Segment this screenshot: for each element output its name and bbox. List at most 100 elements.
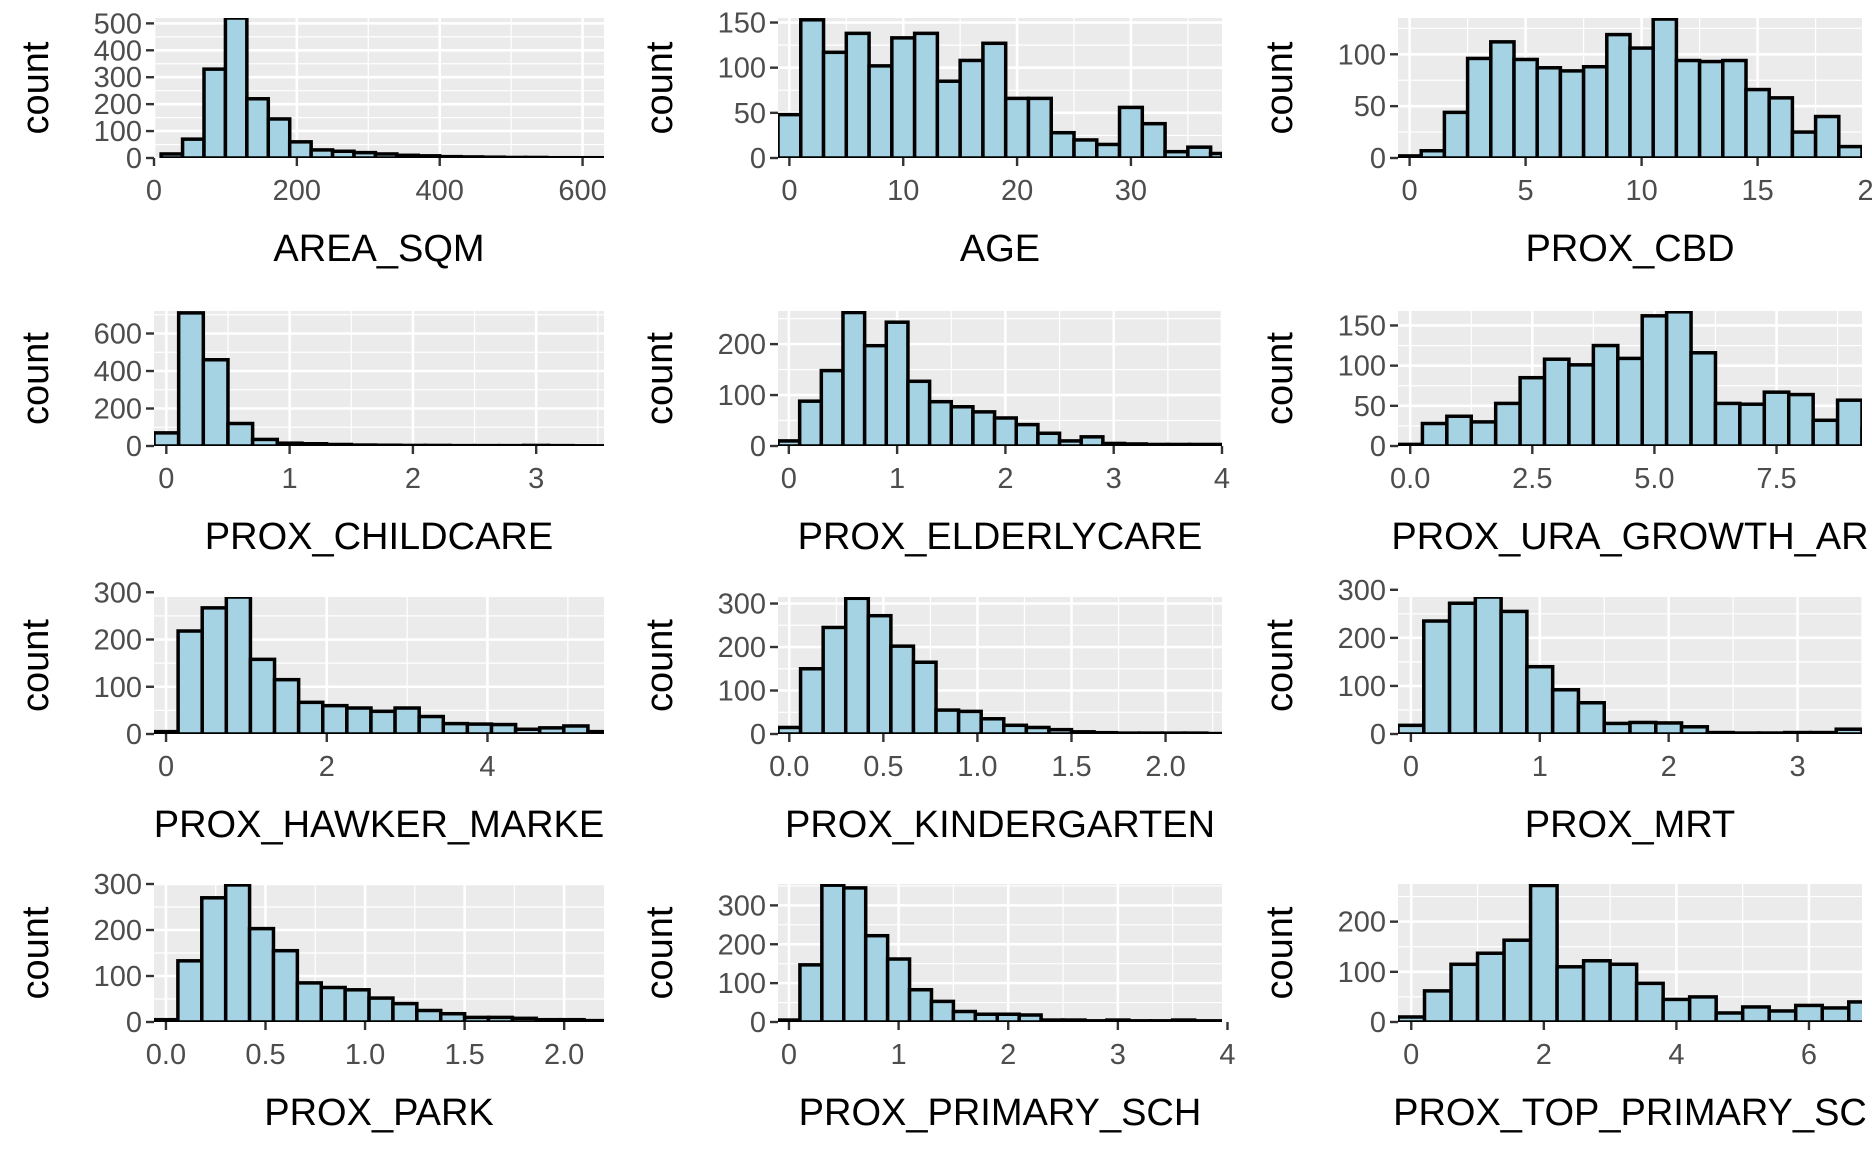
y-tick-label: 50 bbox=[734, 98, 766, 130]
y-tick-label: 100 bbox=[1338, 351, 1386, 383]
histogram-bar bbox=[480, 155, 506, 158]
y-axis-title: count bbox=[1259, 41, 1301, 134]
y-tick-label: 400 bbox=[94, 35, 142, 67]
histogram-bar bbox=[1039, 1018, 1065, 1022]
histogram-bar bbox=[1026, 96, 1053, 158]
histogram-bar bbox=[956, 709, 983, 734]
y-tick-label: 50 bbox=[1354, 91, 1386, 123]
histogram-bar bbox=[927, 399, 954, 446]
histogram-bar bbox=[295, 981, 324, 1022]
histogram-bar bbox=[1591, 343, 1620, 446]
histogram-bar bbox=[1419, 148, 1447, 158]
histogram-bar bbox=[1473, 597, 1503, 734]
histogram-bar bbox=[1187, 442, 1222, 446]
histogram-panel: 0 100 200 300 0 1 2 3 4 PROX_PRIMARY_SCH count bbox=[639, 884, 1236, 1134]
histogram-bar bbox=[367, 996, 395, 1022]
histogram-bar bbox=[841, 311, 867, 446]
histogram-bar bbox=[929, 999, 956, 1022]
histogram-panel: 0 100 200 0 2 4 6 PROX_TOP_PRIMARY_SC count bbox=[1259, 884, 1867, 1134]
histogram-bar bbox=[951, 1009, 978, 1022]
x-tick-label: 0 bbox=[781, 175, 797, 207]
x-tick-label: 2 bbox=[1536, 1039, 1552, 1071]
histogram-bar bbox=[1782, 730, 1813, 734]
histogram-bar bbox=[324, 442, 354, 446]
y-tick-label: 200 bbox=[1338, 623, 1386, 655]
y-tick-label: 200 bbox=[94, 625, 142, 657]
y-axis-title: count bbox=[1259, 332, 1301, 425]
histogram-bar bbox=[502, 155, 528, 158]
x-tick-label: 0 bbox=[158, 751, 174, 783]
histogram-panel: 0 50 100 150 0.0 2.5 5.0 7.5 PROX_URA_GROWTH_AR c… bbox=[1259, 310, 1869, 558]
histogram-bar bbox=[1628, 46, 1655, 158]
histogram-bar bbox=[1208, 151, 1222, 158]
histogram-bar bbox=[1447, 601, 1478, 734]
x-tick-label: 1 bbox=[282, 463, 298, 495]
histogram-bar bbox=[272, 677, 301, 734]
y-tick-label: 150 bbox=[718, 8, 766, 40]
x-tick-label: 4 bbox=[479, 751, 495, 783]
x-tick-label: 10 bbox=[887, 175, 919, 207]
histogram-bar bbox=[1651, 18, 1679, 158]
histogram-bar bbox=[885, 957, 912, 1022]
x-tick-label: 2.5 bbox=[1512, 463, 1552, 495]
histogram-bar bbox=[911, 660, 938, 734]
histogram-bar bbox=[562, 724, 590, 734]
histogram-bar bbox=[309, 148, 335, 158]
x-tick-label: 2 bbox=[405, 463, 421, 495]
x-axis-title: PROX_ELDERLYCARE bbox=[798, 516, 1203, 558]
histogram-bar bbox=[1166, 442, 1192, 446]
histogram-bar bbox=[1442, 110, 1470, 158]
y-tick-label: 0 bbox=[750, 431, 766, 463]
y-tick-label: 300 bbox=[94, 869, 142, 901]
histogram-bar bbox=[1674, 58, 1702, 158]
histogram-bar bbox=[1122, 442, 1148, 446]
histogram-bar bbox=[202, 67, 228, 158]
x-tick-label: 15 bbox=[1741, 175, 1773, 207]
x-tick-label: 0.0 bbox=[1390, 463, 1430, 495]
histogram-bar bbox=[778, 439, 802, 446]
histogram-bar bbox=[1449, 962, 1480, 1022]
histogram-bar bbox=[1148, 1019, 1175, 1022]
y-tick-label: 100 bbox=[718, 53, 766, 85]
y-tick-label: 400 bbox=[94, 356, 142, 388]
histogram-bar bbox=[1713, 401, 1742, 446]
x-tick-label: 1.5 bbox=[1051, 751, 1091, 783]
histogram-bar bbox=[1079, 435, 1105, 446]
histogram-bar bbox=[842, 886, 868, 1022]
histogram-bar bbox=[1820, 1006, 1851, 1022]
histogram-bar bbox=[226, 421, 255, 446]
histogram-bar bbox=[345, 706, 373, 734]
y-axis-title: count bbox=[15, 41, 57, 134]
y-tick-label: 0 bbox=[126, 719, 142, 751]
histogram-bar bbox=[1757, 731, 1787, 734]
histogram-bar bbox=[1422, 989, 1453, 1022]
y-tick-label: 0 bbox=[126, 143, 142, 175]
histogram-bar bbox=[523, 155, 549, 158]
x-axis-title: PROX_MRT bbox=[1525, 804, 1735, 846]
x-tick-label: 0 bbox=[1403, 751, 1419, 783]
histogram-bar bbox=[1689, 351, 1718, 446]
histogram-bar bbox=[1469, 420, 1498, 446]
histogram-bar bbox=[1679, 725, 1710, 734]
y-axis-title: count bbox=[15, 906, 57, 999]
histogram-bar bbox=[1092, 730, 1119, 734]
histogram-bar bbox=[300, 442, 329, 446]
x-axis-title: PROX_PRIMARY_SCH bbox=[799, 1092, 1202, 1134]
x-axis-title: PROX_PARK bbox=[264, 1092, 493, 1134]
histogram-bar bbox=[1697, 59, 1725, 158]
histogram-bar bbox=[844, 31, 871, 158]
histogram-bar bbox=[1687, 995, 1718, 1022]
y-tick-label: 600 bbox=[94, 319, 142, 351]
histogram-bar bbox=[534, 1017, 562, 1022]
y-tick-label: 100 bbox=[94, 961, 142, 993]
histogram-bar bbox=[981, 41, 1008, 158]
histogram-bar bbox=[245, 97, 271, 158]
y-tick-label: 200 bbox=[718, 929, 766, 961]
histogram-bar bbox=[459, 155, 485, 158]
histogram-bar bbox=[1567, 363, 1596, 446]
histogram-bar bbox=[1767, 96, 1795, 158]
histogram-bar bbox=[522, 443, 551, 446]
x-axis-title: PROX_TOP_PRIMARY_SC bbox=[1393, 1092, 1867, 1134]
histogram-bar bbox=[1105, 1018, 1131, 1022]
